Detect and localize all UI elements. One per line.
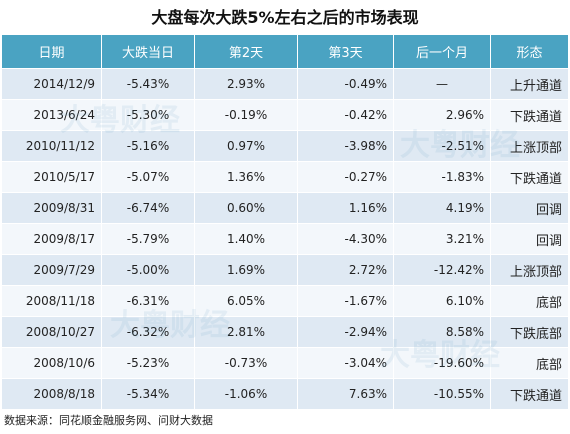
table-cell: -5.79% [101,223,195,255]
table-body: 2014/12/9 -5.43% 2.93% -0.49% — 上升通道 2013/6/24… [1,68,569,410]
table-cell: -19.60% [393,347,491,379]
table-cell: 回调 [490,223,569,255]
table-cell: -3.98% [297,130,394,162]
table-cell: 4.19% [393,192,491,224]
table-row: 2008/11/18 -6.31% 6.05% -1.67% 6.10% 底部 [1,285,569,317]
table-cell: -5.00% [101,254,195,286]
table-cell: 2008/11/18 [1,285,102,317]
table-row: 2013/6/24 -5.30% -0.19% -0.42% 2.96% 下跌通道 [1,99,569,131]
table-cell: 下跌通道 [490,378,569,410]
table-cell: 2009/8/17 [1,223,102,255]
table-row: 2009/8/17 -5.79% 1.40% -4.30% 3.21% 回调 [1,223,569,255]
table-cell: 2008/10/6 [1,347,102,379]
header-row: 日期 大跌当日 第2天 第3天 后一个月 形态 [1,34,569,69]
table-cell: 2.93% [194,68,298,100]
table-cell: -3.04% [297,347,394,379]
column-header: 形态 [490,34,569,69]
table-cell: -10.55% [393,378,491,410]
table-cell: 2.72% [297,254,394,286]
table-cell: 3.21% [393,223,491,255]
table-cell: 上升通道 [490,68,569,100]
table-cell: 1.69% [194,254,298,286]
table-cell: 1.40% [194,223,298,255]
table-cell: -2.94% [297,316,394,348]
table-row: 2008/8/18 -5.34% -1.06% 7.63% -10.55% 下跌通道 [1,378,569,410]
chart-title: 大盘每次大跌5%左右之后的市场表现 [151,8,419,27]
table-cell: 回调 [490,192,569,224]
table-cell: -1.06% [194,378,298,410]
source-note: 数据来源：同花顺金融服务网、问财大数据 [4,414,213,427]
table-cell: -0.19% [194,99,298,131]
column-header: 第3天 [297,34,394,69]
table-row: 2009/7/29 -5.00% 1.69% 2.72% -12.42% 上涨顶部 [1,254,569,286]
table-cell: 0.60% [194,192,298,224]
table-cell: 2008/8/18 [1,378,102,410]
table-row: 2014/12/9 -5.43% 2.93% -0.49% — 上升通道 [1,68,569,100]
table-cell: 底部 [490,347,569,379]
table-cell: -0.49% [297,68,394,100]
table-cell: -0.27% [297,161,394,193]
table-cell: 8.58% [393,316,491,348]
table-cell: 0.97% [194,130,298,162]
table-cell: -2.51% [393,130,491,162]
table-cell: 2010/11/12 [1,130,102,162]
column-header: 后一个月 [393,34,491,69]
table-cell: 下跌通道 [490,161,569,193]
table-cell: -5.30% [101,99,195,131]
table-row: 2010/11/12 -5.16% 0.97% -3.98% -2.51% 上涨顶部 [1,130,569,162]
table-cell: -1.67% [297,285,394,317]
table-cell: -5.34% [101,378,195,410]
table-cell: -5.07% [101,161,195,193]
table-cell: 2014/12/9 [1,68,102,100]
table-cell: 底部 [490,285,569,317]
table-cell: -5.43% [101,68,195,100]
table-cell: -6.74% [101,192,195,224]
table-cell: -12.42% [393,254,491,286]
table-cell: -6.31% [101,285,195,317]
table-row: 2010/5/17 -5.07% 1.36% -0.27% -1.83% 下跌通道 [1,161,569,193]
table-cell: 7.63% [297,378,394,410]
table-cell: 1.16% [297,192,394,224]
column-header: 第2天 [194,34,298,69]
table-cell: 上涨顶部 [490,130,569,162]
column-header: 大跌当日 [101,34,195,69]
table-cell: -1.83% [393,161,491,193]
table-cell: 2013/6/24 [1,99,102,131]
table-row: 2008/10/6 -5.23% -0.73% -3.04% -19.60% 底部 [1,347,569,379]
column-header: 日期 [1,34,102,69]
table-cell: 2.81% [194,316,298,348]
table-cell: -5.16% [101,130,195,162]
table-cell: -4.30% [297,223,394,255]
table-cell: 2009/7/29 [1,254,102,286]
table-cell: 6.05% [194,285,298,317]
table-row: 2008/10/27 -6.32% 2.81% -2.94% 8.58% 下跌底部 [1,316,569,348]
table-cell: 下跌底部 [490,316,569,348]
table-cell: 1.36% [194,161,298,193]
table-cell: 上涨顶部 [490,254,569,286]
table-cell: 2008/10/27 [1,316,102,348]
table-cell: 2.96% [393,99,491,131]
table-cell: -6.32% [101,316,195,348]
table-cell: -5.23% [101,347,195,379]
table-cell: 下跌通道 [490,99,569,131]
data-table: 日期 大跌当日 第2天 第3天 后一个月 形态 2014/12/9 -5.43% 2… [1,34,569,410]
table-cell: — [393,68,491,100]
table-cell: 2009/8/31 [1,192,102,224]
table-cell: 6.10% [393,285,491,317]
table-cell: -0.42% [297,99,394,131]
table-row: 2009/8/31 -6.74% 0.60% 1.16% 4.19% 回调 [1,192,569,224]
table-cell: 2010/5/17 [1,161,102,193]
table-cell: -0.73% [194,347,298,379]
